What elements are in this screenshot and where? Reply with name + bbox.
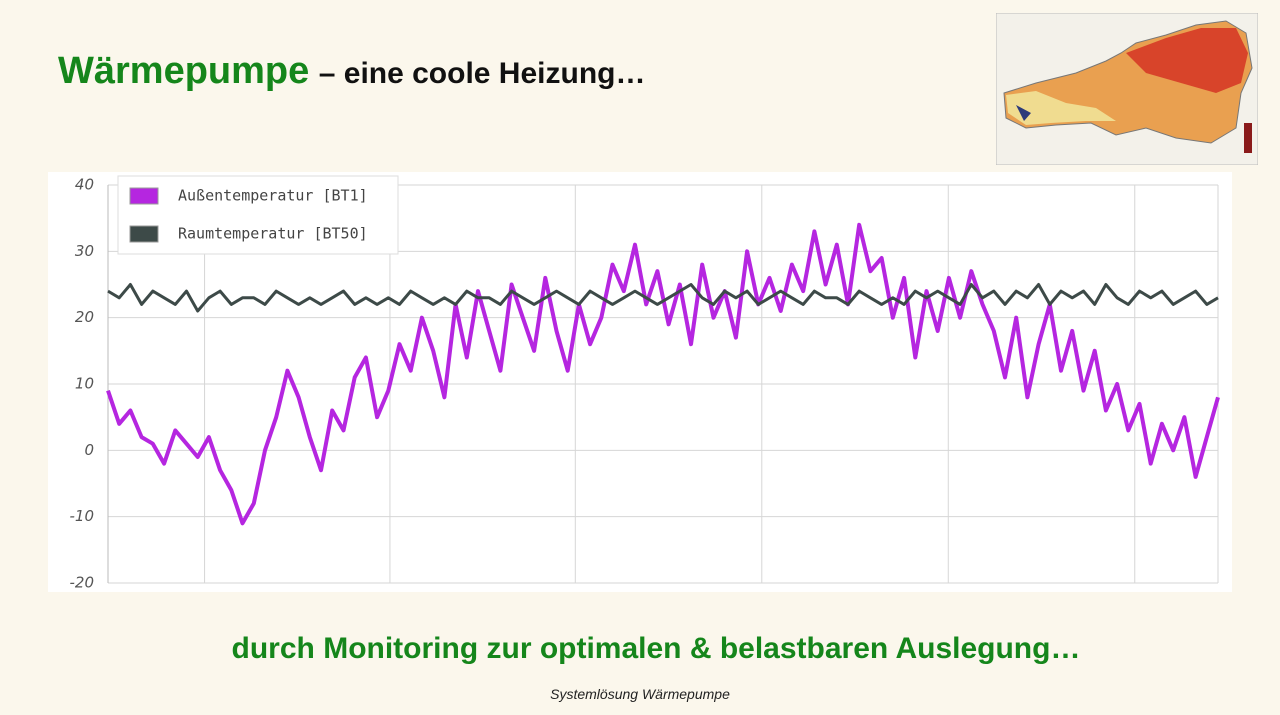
footer: Systemlösung Wärmepumpe (550, 686, 730, 702)
chart: -20 -10 0 10 20 30 40 Außentemperatur [BT1] Raum… (48, 172, 1232, 592)
legend-label: Raumtemperatur [BT50] (178, 225, 368, 243)
y-tick-label: 20 (75, 308, 94, 326)
y-tick-label: -20 (70, 574, 95, 592)
legend-box (117, 175, 399, 255)
y-tick-label: 40 (75, 176, 94, 194)
y-tick-label: 10 (75, 375, 94, 393)
subtitle: durch Monitoring zur optimalen & belastb… (231, 632, 1081, 665)
series-line (106, 222, 1220, 526)
map-image (996, 13, 1258, 165)
title-main: Wärmepumpe (58, 50, 310, 92)
y-tick-label: -10 (70, 507, 95, 525)
legend-label: Außentemperatur [BT1] (178, 187, 368, 205)
legend-swatch (129, 225, 159, 243)
y-tick-label: 0 (84, 441, 94, 459)
legend-swatch (129, 187, 159, 205)
series-line (107, 283, 1219, 313)
y-tick-label: 30 (75, 242, 94, 260)
title: Wärmepumpe – eine coole Heizung… (58, 50, 645, 93)
title-rest: – eine coole Heizung… (318, 57, 646, 90)
